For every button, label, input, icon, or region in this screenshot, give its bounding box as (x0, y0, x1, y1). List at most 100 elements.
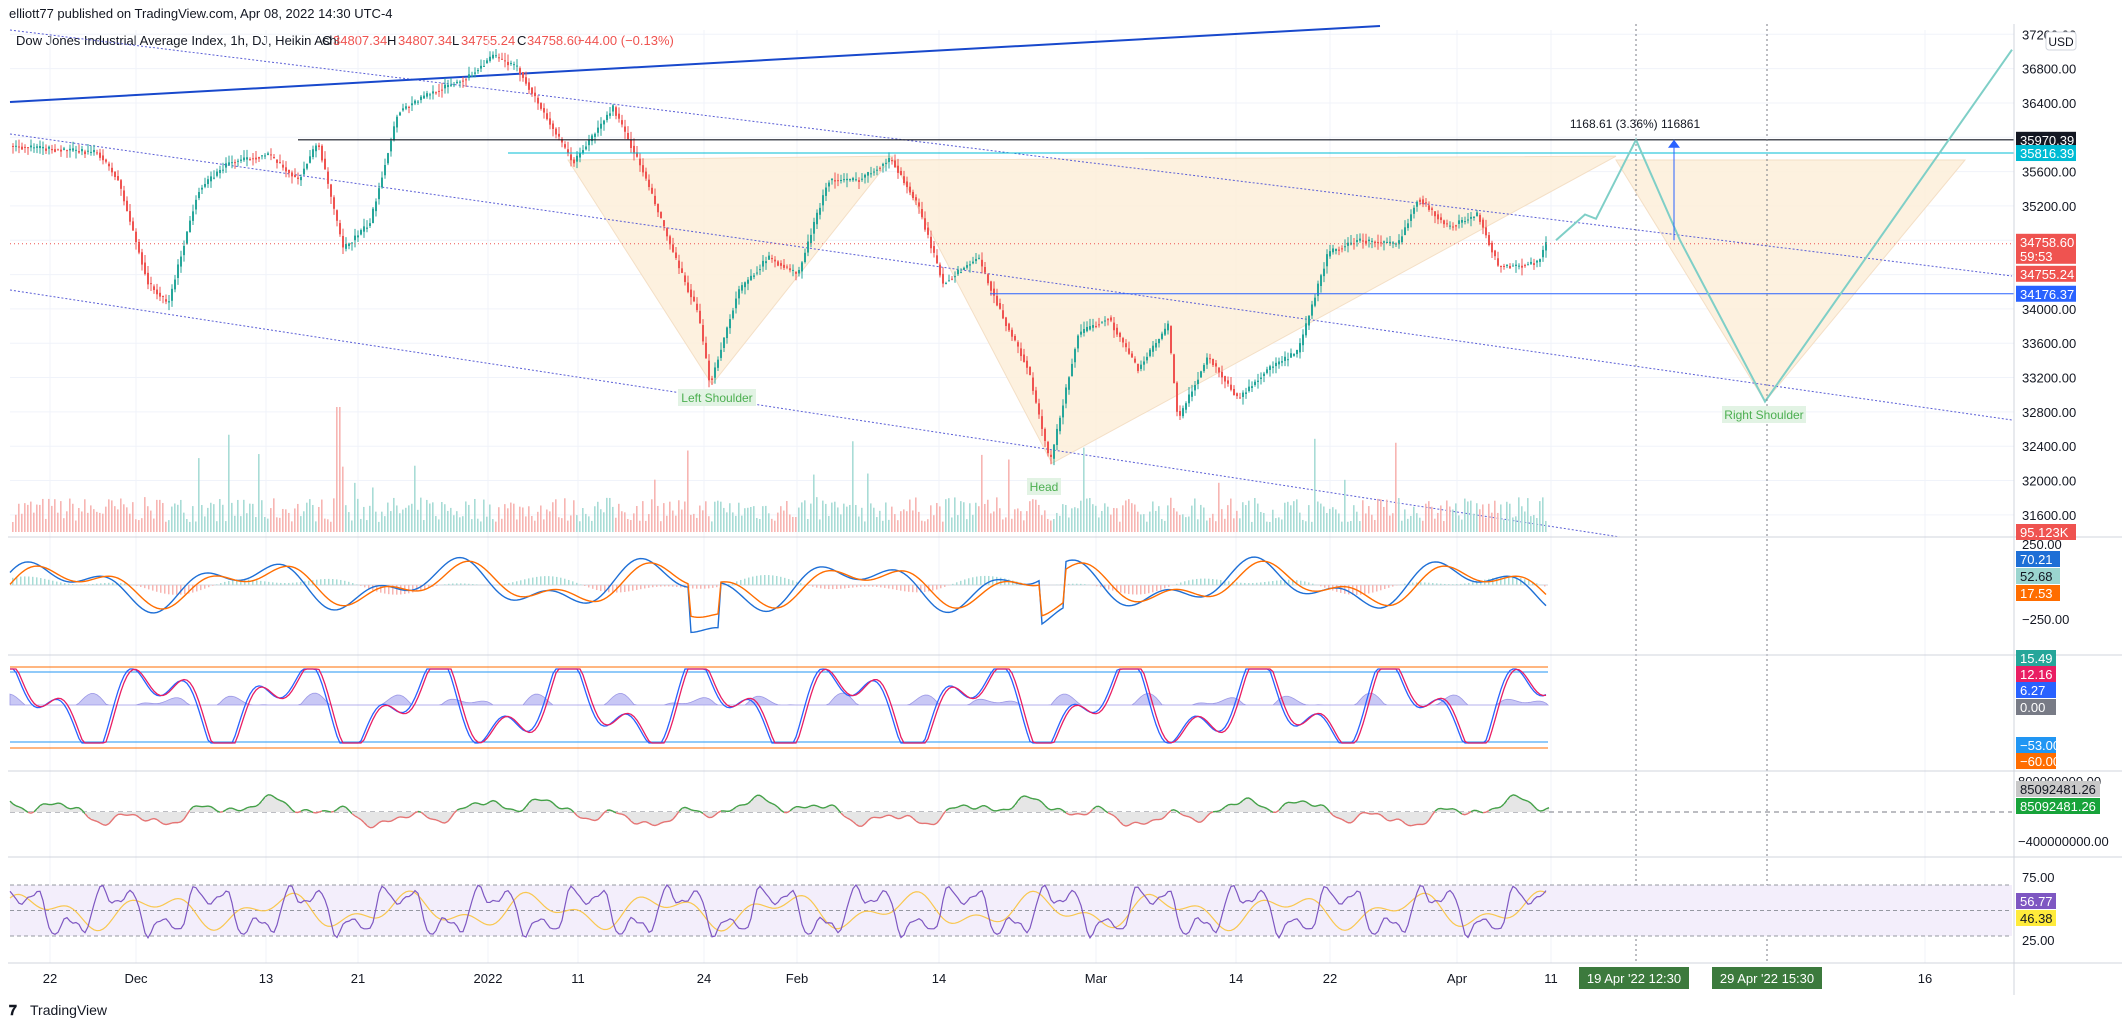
candle-body (30, 145, 32, 148)
candle-body (987, 274, 989, 284)
candle (804, 248, 806, 264)
candle (456, 79, 458, 84)
head-and-shoulders-pattern[interactable] (567, 155, 1967, 465)
obv-area (655, 812, 658, 826)
candle (783, 259, 785, 270)
obv-line (954, 806, 959, 809)
obv-area (1030, 797, 1033, 812)
volume-bar (942, 521, 944, 532)
obv-area (1231, 804, 1234, 812)
candle (1104, 316, 1106, 327)
candle-body (249, 158, 251, 160)
candle-body (1071, 363, 1073, 377)
candle (753, 272, 755, 280)
candle (666, 227, 668, 241)
obv-line (1029, 797, 1034, 800)
candle (699, 303, 701, 324)
candle (1068, 376, 1070, 395)
candle (822, 189, 824, 212)
volume-bar (435, 516, 437, 532)
candle (315, 143, 317, 158)
volume-bar (1251, 521, 1253, 532)
horizontal-levels[interactable] (10, 139, 2014, 295)
volume-bar (1524, 511, 1526, 532)
volume-bar (750, 506, 752, 532)
volume-bar (1167, 505, 1169, 532)
candle (132, 217, 134, 231)
obv-area (91, 812, 94, 821)
candle (138, 238, 140, 255)
macd-histogram-bar (348, 581, 350, 585)
obv-area (1282, 803, 1285, 812)
candle (1407, 218, 1409, 231)
macd-histogram-bar (388, 585, 390, 595)
candle (1140, 360, 1142, 372)
candle-body (999, 303, 1001, 309)
candle (237, 158, 239, 167)
macd-histogram-bar (1536, 583, 1538, 585)
obv-area (595, 812, 598, 821)
obv-area (1132, 812, 1135, 824)
head-label[interactable]: Head (1027, 478, 1061, 495)
left-shoulder-label[interactable]: Left Shoulder (678, 389, 756, 406)
macd-histogram-bar (1320, 585, 1322, 587)
candle (273, 153, 275, 159)
obv-line (183, 814, 188, 820)
macd-histogram-bar (936, 585, 938, 590)
macd-histogram-bar (1508, 576, 1510, 585)
macd-histogram-bar (1076, 583, 1078, 585)
candle-body (1023, 354, 1025, 363)
candle (642, 158, 644, 177)
x-tick-label: 13 (259, 971, 273, 986)
candle (1029, 366, 1031, 376)
obv-area (1354, 812, 1357, 821)
candle-body (1176, 382, 1178, 412)
obv-line (984, 805, 989, 808)
obv-line (918, 822, 923, 825)
candle (879, 166, 881, 172)
candle-body (384, 164, 386, 176)
obv-line (1545, 807, 1550, 810)
obv-line (1470, 809, 1475, 813)
obv-line (429, 818, 434, 821)
obv-line (855, 823, 860, 827)
candle (867, 171, 869, 183)
volume-bar (648, 514, 650, 532)
obv-area (964, 804, 967, 812)
candle (1509, 263, 1511, 270)
volume-bar (54, 499, 56, 532)
candle-body (693, 296, 695, 302)
candle-body (1110, 317, 1112, 321)
volume-bar (1515, 516, 1517, 532)
candle-body (447, 84, 449, 88)
volume-bar (312, 504, 314, 532)
obv-line (1401, 820, 1406, 824)
obv-line (264, 794, 269, 798)
candle (171, 284, 173, 307)
volume-bar (1206, 520, 1208, 532)
right-shoulder-label[interactable]: Right Shoulder (1722, 406, 1806, 423)
candle-body (735, 298, 737, 309)
currency-badge[interactable]: USD (2045, 31, 2077, 51)
macd-histogram-bar (1400, 584, 1402, 585)
tradingview-logo[interactable]: 𝟕 TradingView (9, 1002, 108, 1018)
price-tag: 34755.24 (2016, 265, 2076, 282)
candle-body (300, 176, 302, 181)
candlestick-series[interactable] (12, 48, 1547, 466)
obv-area (1300, 800, 1303, 812)
obv-line (1392, 818, 1397, 822)
symbol-title[interactable]: Dow Jones Industrial Average Index, 1h, … (16, 33, 340, 48)
candle (1356, 234, 1358, 247)
obv-line (600, 812, 605, 817)
obv-line (834, 805, 839, 810)
projection-path[interactable] (1555, 24, 2013, 963)
candle (1311, 300, 1313, 319)
obv-line (414, 810, 419, 814)
candle-body (33, 147, 35, 149)
candle (372, 206, 374, 224)
candle-body (471, 75, 473, 77)
obv-line (657, 822, 662, 826)
candle-body (1359, 238, 1361, 241)
volume-bar (771, 518, 773, 532)
